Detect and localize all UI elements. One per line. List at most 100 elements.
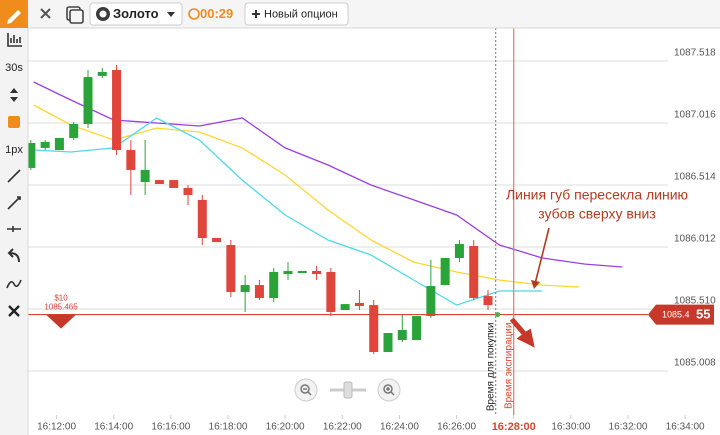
annotation-arrowhead xyxy=(531,280,540,289)
candle-body xyxy=(269,271,279,299)
asset-dropdown[interactable]: Золото xyxy=(89,2,183,26)
x-tick-label: 16:28:00 xyxy=(492,421,536,433)
x-tick-label: 16:12:00 xyxy=(37,422,76,433)
candle-body xyxy=(454,244,464,259)
candle-body xyxy=(112,69,122,151)
zoom-icon xyxy=(300,384,310,394)
y-tick-label: 1086.514 xyxy=(674,172,716,183)
zoom-out-button[interactable] xyxy=(294,378,318,402)
candle-body xyxy=(397,330,407,341)
y-tick-label: 1087.016 xyxy=(674,110,716,121)
candle-body xyxy=(283,270,293,275)
pencil-icon xyxy=(7,10,21,24)
candle-body xyxy=(254,285,264,299)
y-tick-label: 1085.510 xyxy=(674,296,716,307)
deal-amount: $10 xyxy=(54,294,68,303)
candle-body xyxy=(312,270,322,275)
candle-body xyxy=(240,285,250,292)
indicators-icon xyxy=(7,33,22,47)
candle-body xyxy=(226,245,236,292)
candle-body xyxy=(426,286,436,317)
candle-body xyxy=(469,246,479,299)
deal-price: 1085.465 xyxy=(44,303,78,312)
annotation-line: Линия губ пересекла линию xyxy=(506,187,688,203)
slider-thumb xyxy=(343,381,353,399)
annotation-arrow xyxy=(534,227,550,285)
candle-body xyxy=(154,180,164,185)
x-tick-label: 16:16:00 xyxy=(151,422,190,433)
horizontal-line-tool[interactable] xyxy=(7,226,21,232)
x-tick-label: 16:34:00 xyxy=(666,422,705,433)
timer-icon xyxy=(188,8,200,20)
candle-body xyxy=(26,143,36,168)
candle-body xyxy=(183,187,193,196)
x-tick-label: 16:22:00 xyxy=(323,422,362,433)
candle-body xyxy=(140,169,150,183)
direction-arrow xyxy=(509,317,535,348)
price-tag-price: 1085.4 xyxy=(662,309,690,319)
layout-button[interactable] xyxy=(66,6,84,24)
color-button[interactable] xyxy=(8,116,20,128)
candle-body xyxy=(383,332,393,353)
price-tag xyxy=(648,304,714,325)
x-tick-label: 16:18:00 xyxy=(209,422,248,433)
candle-body xyxy=(126,150,136,170)
plus-icon xyxy=(252,10,260,18)
trend-line-tool[interactable] xyxy=(7,169,21,183)
x-tick-label: 16:20:00 xyxy=(266,422,305,433)
candle-body xyxy=(169,180,179,188)
undo-button[interactable] xyxy=(7,248,20,263)
clear-button[interactable] xyxy=(8,305,20,317)
chart-area xyxy=(28,28,720,435)
expiry-time-label: Время экспирации xyxy=(503,323,514,409)
candle-body xyxy=(440,258,450,286)
x-tick-label: 16:26:00 xyxy=(437,422,476,433)
candle-body xyxy=(340,304,350,311)
button-label: Новый опцион xyxy=(264,8,338,20)
button-box xyxy=(244,2,349,26)
chart-type-button[interactable] xyxy=(10,88,18,102)
zoom-in-button[interactable] xyxy=(377,378,401,402)
y-tick-label: 1087.518 xyxy=(674,48,716,59)
candle-body xyxy=(297,270,307,274)
timeframe[interactable]: 30s xyxy=(5,62,23,74)
candle-body xyxy=(212,237,222,243)
y-tick-label: 1086.012 xyxy=(674,234,716,245)
y-tick-label: 1085.008 xyxy=(674,358,716,369)
x-tick-label: 16:30:00 xyxy=(551,422,590,433)
candle-body xyxy=(369,305,379,353)
close-button[interactable] xyxy=(40,8,51,19)
candle-body xyxy=(40,142,50,148)
asset-box xyxy=(89,2,183,26)
deal-marker xyxy=(46,314,76,329)
candle-body xyxy=(354,302,364,307)
candle-body xyxy=(54,137,64,151)
ray-tool[interactable] xyxy=(7,196,21,210)
indicators-button[interactable] xyxy=(7,33,22,47)
line-width[interactable]: 1px xyxy=(5,144,23,156)
zoom-slider[interactable] xyxy=(330,381,366,399)
candle-body xyxy=(83,77,93,124)
x-tick-label: 16:24:00 xyxy=(380,422,419,433)
asset-icon xyxy=(99,10,107,18)
asset-name: Золото xyxy=(113,6,159,21)
new-option-button[interactable]: Новый опцион xyxy=(244,2,349,26)
close-icon xyxy=(40,8,51,19)
zoom-icon xyxy=(383,384,393,394)
deal-point xyxy=(495,312,501,318)
wave-tool[interactable] xyxy=(6,279,22,289)
x-tick-label: 16:32:00 xyxy=(609,422,648,433)
indicator-line xyxy=(33,81,623,268)
price-tag-pips: 55 xyxy=(696,307,710,322)
layout-icon xyxy=(69,9,84,24)
timer: 00:29 xyxy=(200,6,233,21)
sidebar xyxy=(0,28,28,435)
candle-body xyxy=(483,296,493,306)
x-tick-label: 16:14:00 xyxy=(94,422,133,433)
purchase-time-label: Время для покупки xyxy=(485,323,496,412)
zoom-circle xyxy=(294,378,318,402)
candle-body xyxy=(197,199,207,238)
